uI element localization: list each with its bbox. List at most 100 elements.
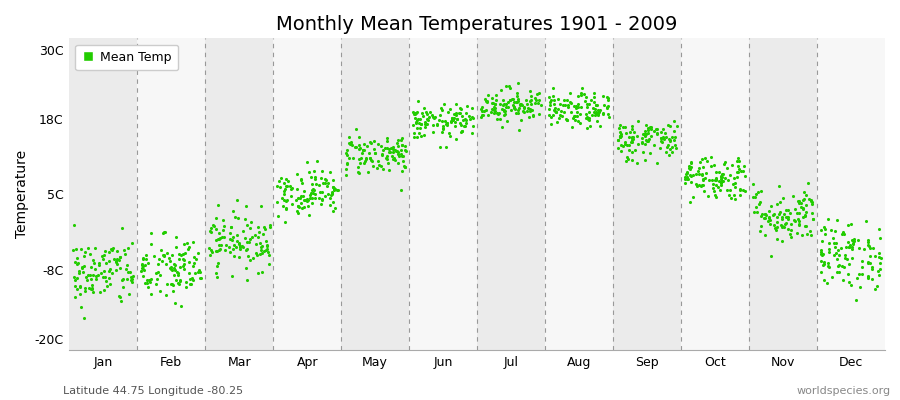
Point xyxy=(779,214,794,220)
Point xyxy=(696,181,710,188)
Point xyxy=(552,114,566,121)
Point xyxy=(619,142,634,148)
Point xyxy=(415,110,429,116)
Point xyxy=(230,232,244,239)
Point xyxy=(144,291,158,297)
Point xyxy=(500,118,515,124)
Point xyxy=(501,83,516,90)
Point xyxy=(300,159,314,165)
Point xyxy=(123,277,138,283)
Point xyxy=(70,254,85,261)
Point xyxy=(454,106,469,112)
Point xyxy=(520,101,535,107)
Point xyxy=(348,126,363,133)
Point xyxy=(388,157,402,164)
Point xyxy=(567,117,581,123)
Point xyxy=(836,263,850,270)
Point xyxy=(546,107,561,113)
Point xyxy=(571,101,585,108)
Point xyxy=(629,160,643,166)
Point xyxy=(375,151,390,157)
Point xyxy=(123,269,138,276)
Point xyxy=(261,261,275,267)
Point xyxy=(449,101,464,107)
Point xyxy=(139,262,153,268)
Point xyxy=(563,100,578,106)
Point xyxy=(776,195,790,202)
Point xyxy=(668,134,682,140)
Point xyxy=(854,270,868,277)
Point xyxy=(567,112,581,119)
Point xyxy=(225,208,239,214)
Point xyxy=(324,190,338,196)
Point xyxy=(667,136,681,143)
Point xyxy=(678,179,692,186)
Point xyxy=(551,96,565,102)
Point xyxy=(311,182,326,188)
Point xyxy=(428,113,442,120)
Point xyxy=(173,264,187,270)
Point xyxy=(731,169,745,175)
Point xyxy=(817,259,832,265)
Point xyxy=(841,222,855,228)
Point xyxy=(510,96,525,102)
Point xyxy=(827,240,842,246)
Point xyxy=(426,122,440,128)
Point xyxy=(514,117,528,124)
Point xyxy=(852,245,867,251)
Point xyxy=(465,114,480,120)
Point xyxy=(668,142,682,148)
Point xyxy=(66,247,80,253)
Point xyxy=(115,276,130,283)
Point xyxy=(684,179,698,185)
Point xyxy=(524,97,538,104)
Point xyxy=(492,101,507,107)
Point xyxy=(153,288,167,294)
Point xyxy=(181,246,195,253)
Point xyxy=(230,238,245,244)
Point xyxy=(650,126,664,132)
Point xyxy=(167,300,182,306)
Point xyxy=(873,234,887,241)
Point xyxy=(208,237,222,244)
Point xyxy=(770,201,784,208)
Point xyxy=(817,276,832,283)
Point xyxy=(621,142,635,148)
Point xyxy=(475,108,490,114)
Point xyxy=(139,256,153,262)
Point xyxy=(635,131,650,138)
Point xyxy=(176,266,191,272)
Point xyxy=(511,98,526,104)
Point xyxy=(799,192,814,198)
Point xyxy=(76,269,90,276)
Point xyxy=(762,220,777,227)
Point xyxy=(502,85,517,91)
Point xyxy=(319,180,333,186)
Point xyxy=(77,248,92,255)
Point xyxy=(554,113,569,120)
Point xyxy=(112,254,127,260)
Point xyxy=(637,156,652,163)
Point xyxy=(580,114,594,120)
Point xyxy=(643,124,657,130)
Point xyxy=(210,248,224,254)
Point xyxy=(832,262,846,269)
Point xyxy=(276,202,291,209)
Point xyxy=(749,190,763,197)
Point xyxy=(601,111,616,117)
Point xyxy=(407,134,421,140)
Point xyxy=(830,217,844,223)
Point xyxy=(143,276,157,282)
Point xyxy=(838,252,852,258)
Point xyxy=(169,244,184,250)
Point xyxy=(872,226,886,232)
Point xyxy=(440,120,454,126)
Point xyxy=(326,184,340,190)
Point xyxy=(657,130,671,136)
Point xyxy=(436,126,450,132)
Point xyxy=(567,103,581,110)
Point xyxy=(291,203,305,209)
Point xyxy=(103,281,117,287)
Point xyxy=(137,266,151,273)
Point xyxy=(447,119,462,126)
